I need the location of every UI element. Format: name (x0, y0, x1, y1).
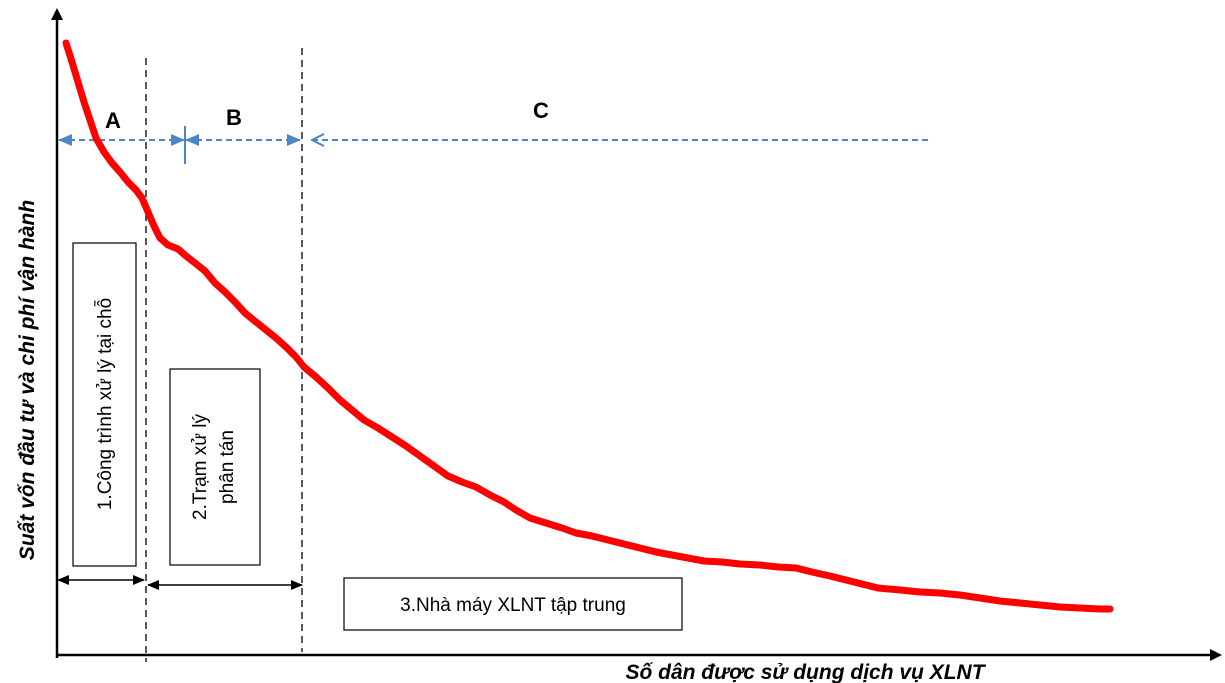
box-distributed-station (169, 368, 261, 566)
y-axis-title: Suất vốn đầu tư và chi phí vận hành (16, 200, 39, 560)
x-axis-title: Số dân được sử dụng dịch vụ XLNT (625, 661, 986, 683)
region-label-a: A (105, 108, 121, 133)
box-distributed-line2: phân tán (217, 430, 238, 504)
box-onsite-label: 1.Công trình xử lý tại chỗ (94, 298, 116, 510)
cost-curve (62, 39, 1114, 613)
box-centralized-label: 3.Nhà máy XLNT tập trung (400, 595, 626, 616)
region-label-c: C (533, 98, 549, 123)
region-label-b: B (226, 105, 242, 130)
box-onsite-treatment (72, 242, 137, 567)
box-centralized-plant (343, 577, 683, 631)
box-distributed-line1: 2.Trạm xử lý (190, 414, 211, 520)
